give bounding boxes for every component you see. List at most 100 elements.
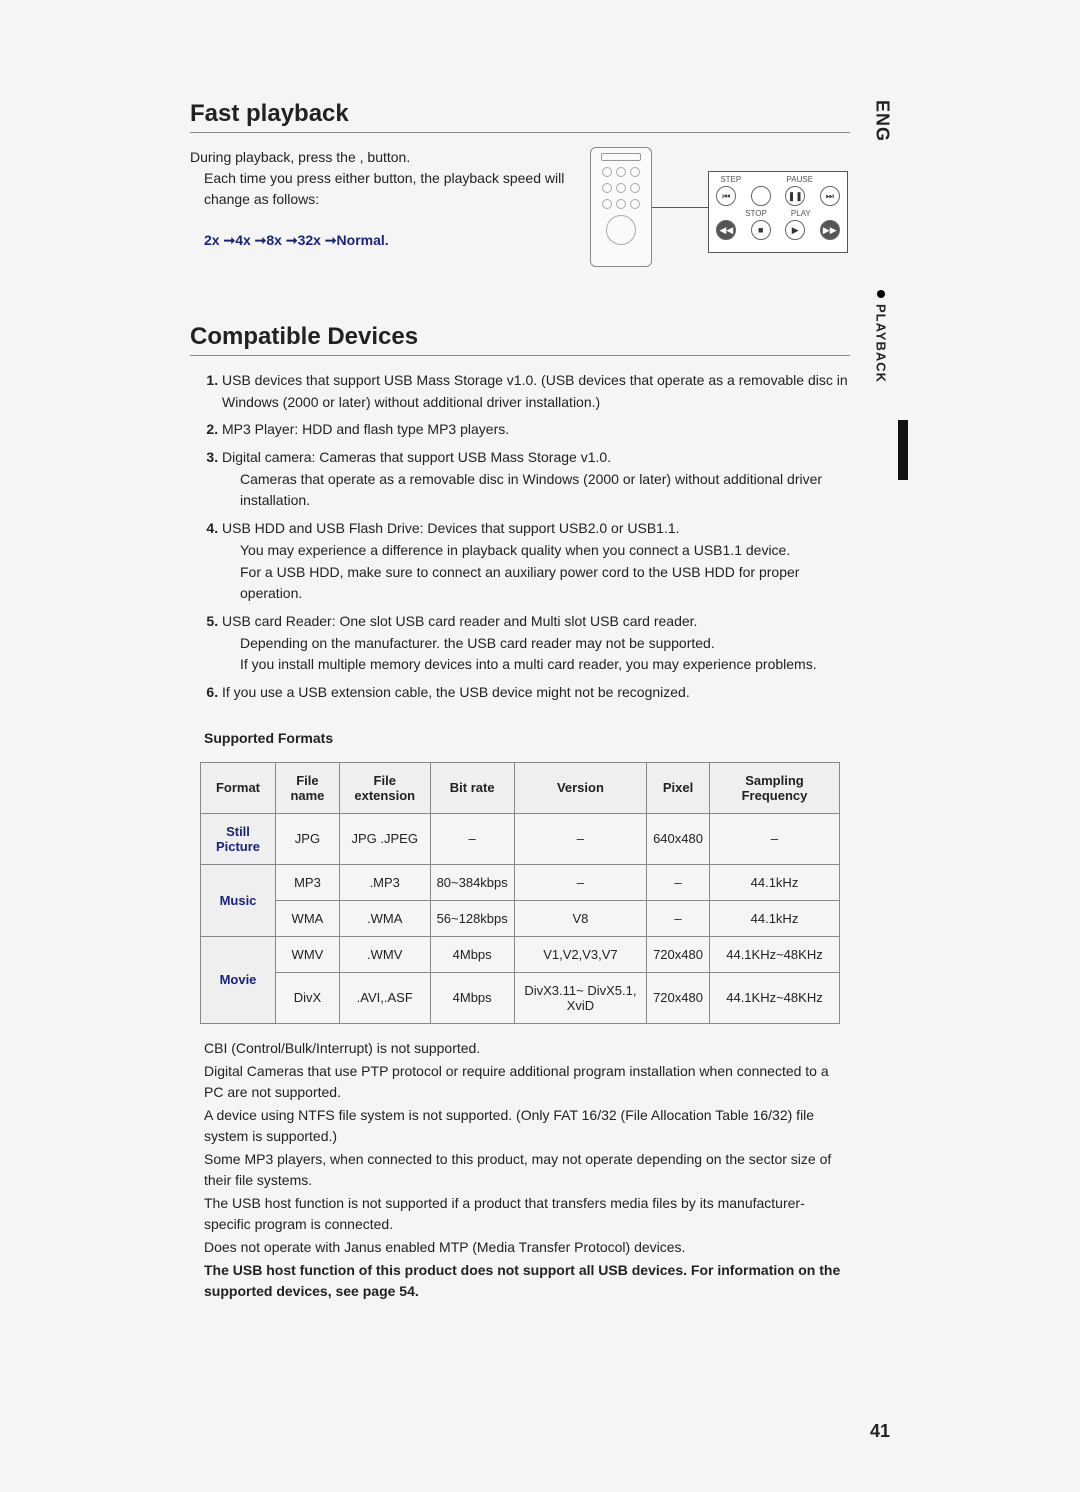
formats-cell: DivX3.11~ DivX5.1, XviD [514,972,646,1023]
compat-title: Compatible Devices [190,323,850,356]
formats-row: Still PictureJPGJPG .JPEG––640x480– [201,813,840,864]
device-list-subtext: For a USB HDD, make sure to connect an a… [222,562,850,605]
formats-cell: – [430,813,514,864]
device-list-item: MP3 Player: HDD and flash type MP3 playe… [222,419,850,441]
formats-cell: WMV [275,936,339,972]
remote-button-panel: STEP PAUSE ⏮ ❚❚ ⏭ STOP PLAY [708,171,848,253]
remote-body [590,147,652,267]
device-list-item: Digital camera: Cameras that support USB… [222,447,850,512]
page-number: 41 [870,1421,890,1442]
note-line: Digital Cameras that use PTP protocol or… [204,1061,850,1103]
notes-block: CBI (Control/Bulk/Interrupt) is not supp… [204,1038,850,1302]
formats-col-header: Format [201,762,276,813]
device-list-subtext: If you install multiple memory devices i… [222,654,850,676]
formats-body: Still PictureJPGJPG .JPEG––640x480–Music… [201,813,840,1023]
formats-cell: .WMV [339,936,430,972]
blank-btn-icon [751,186,771,206]
formats-table: FormatFile nameFile extensionBit rateVer… [200,762,840,1024]
device-list-item: USB HDD and USB Flash Drive: Devices tha… [222,518,850,605]
side-lang-label: ENG [872,100,893,142]
formats-col-header: Bit rate [430,762,514,813]
remote-diagram: STEP PAUSE ⏮ ❚❚ ⏭ STOP PLAY [590,147,850,267]
lbl-play: PLAY [791,209,811,218]
formats-cell: 56~128kbps [430,900,514,936]
device-list-item: USB card Reader: One slot USB card reade… [222,611,850,676]
formats-cell: – [647,900,710,936]
formats-cell: MP3 [275,864,339,900]
formats-row: DivX.AVI,.ASF4MbpsDivX3.11~ DivX5.1, Xvi… [201,972,840,1023]
side-marker [898,420,908,480]
fast-playback-title: Fast playback [190,100,850,133]
note-line: A device using NTFS file system is not s… [204,1105,850,1147]
formats-cell: JPG [275,813,339,864]
formats-cell: 720x480 [647,936,710,972]
callout-line [652,207,710,208]
formats-cell: .AVI,.ASF [339,972,430,1023]
lbl-stop: STOP [745,209,767,218]
formats-group-label: Still Picture [201,813,276,864]
device-list: USB devices that support USB Mass Storag… [204,370,850,704]
formats-cell: 44.1KHz~48KHz [709,936,839,972]
formats-header-row: FormatFile nameFile extensionBit rateVer… [201,762,840,813]
compatible-devices: Compatible Devices USB devices that supp… [190,323,850,1302]
formats-col-header: Version [514,762,646,813]
note-line: CBI (Control/Bulk/Interrupt) is not supp… [204,1038,850,1059]
device-list-item: USB devices that support USB Mass Storag… [222,370,850,413]
formats-cell: .WMA [339,900,430,936]
formats-cell: 44.1kHz [709,900,839,936]
formats-row: MovieWMV.WMV4MbpsV1,V2,V3,V7720x48044.1K… [201,936,840,972]
formats-cell: 4Mbps [430,936,514,972]
stop-icon: ■ [751,220,771,240]
formats-cell: V1,V2,V3,V7 [514,936,646,972]
rewind-icon: ◀◀ [716,220,736,240]
formats-group-label: Music [201,864,276,936]
device-list-subtext: You may experience a difference in playb… [222,540,850,562]
fast-playback-text: During playback, press the , button. Eac… [190,147,570,267]
fp-line1: During playback, press the , button. [190,147,570,168]
fastfwd-icon: ▶▶ [820,220,840,240]
fast-playback-row: During playback, press the , button. Eac… [190,147,850,267]
supported-formats-title: Supported Formats [204,730,850,746]
formats-col-header: File name [275,762,339,813]
formats-cell: JPG .JPEG [339,813,430,864]
formats-cell: WMA [275,900,339,936]
note-line: Some MP3 players, when connected to this… [204,1149,850,1191]
formats-cell: 640x480 [647,813,710,864]
side-tab-lang: ENG [854,100,910,250]
prev-track-icon: ⏮ [716,186,736,206]
device-list-item: If you use a USB extension cable, the US… [222,682,850,704]
play-icon: ▶ [785,220,805,240]
pause-icon: ❚❚ [785,186,805,206]
device-list-subtext: Cameras that operate as a removable disc… [222,469,850,512]
formats-cell: – [709,813,839,864]
formats-cell: – [514,813,646,864]
formats-group-label: Movie [201,936,276,1023]
side-section-label: PLAYBACK [874,304,889,383]
formats-cell: V8 [514,900,646,936]
formats-cell: 44.1KHz~48KHz [709,972,839,1023]
formats-col-header: File extension [339,762,430,813]
formats-cell: – [647,864,710,900]
page-content: Fast playback During playback, press the… [190,100,850,1304]
formats-cell: .MP3 [339,864,430,900]
formats-cell: 4Mbps [430,972,514,1023]
lbl-pause: PAUSE [787,175,814,184]
formats-col-header: Sampling Frequency [709,762,839,813]
next-track-icon: ⏭ [820,186,840,206]
formats-cell: – [514,864,646,900]
formats-cell: 80~384kbps [430,864,514,900]
note-line: The USB host function is not supported i… [204,1193,850,1235]
fp-sequence: 2x ➞4x ➞8x ➞32x ➞Normal. [204,230,570,251]
fp-line2: Each time you press either button, the p… [190,168,570,210]
formats-row: MusicMP3.MP380~384kbps––44.1kHz [201,864,840,900]
formats-col-header: Pixel [647,762,710,813]
device-list-subtext: Depending on the manufacturer. the USB c… [222,633,850,655]
lbl-step: STEP [720,175,741,184]
note-line: Does not operate with Janus enabled MTP … [204,1237,850,1258]
formats-cell: 720x480 [647,972,710,1023]
formats-cell: 44.1kHz [709,864,839,900]
formats-cell: DivX [275,972,339,1023]
bullet-icon [877,290,885,298]
note-bold: The USB host function of this product do… [204,1260,850,1302]
formats-row: WMA.WMA56~128kbpsV8–44.1kHz [201,900,840,936]
